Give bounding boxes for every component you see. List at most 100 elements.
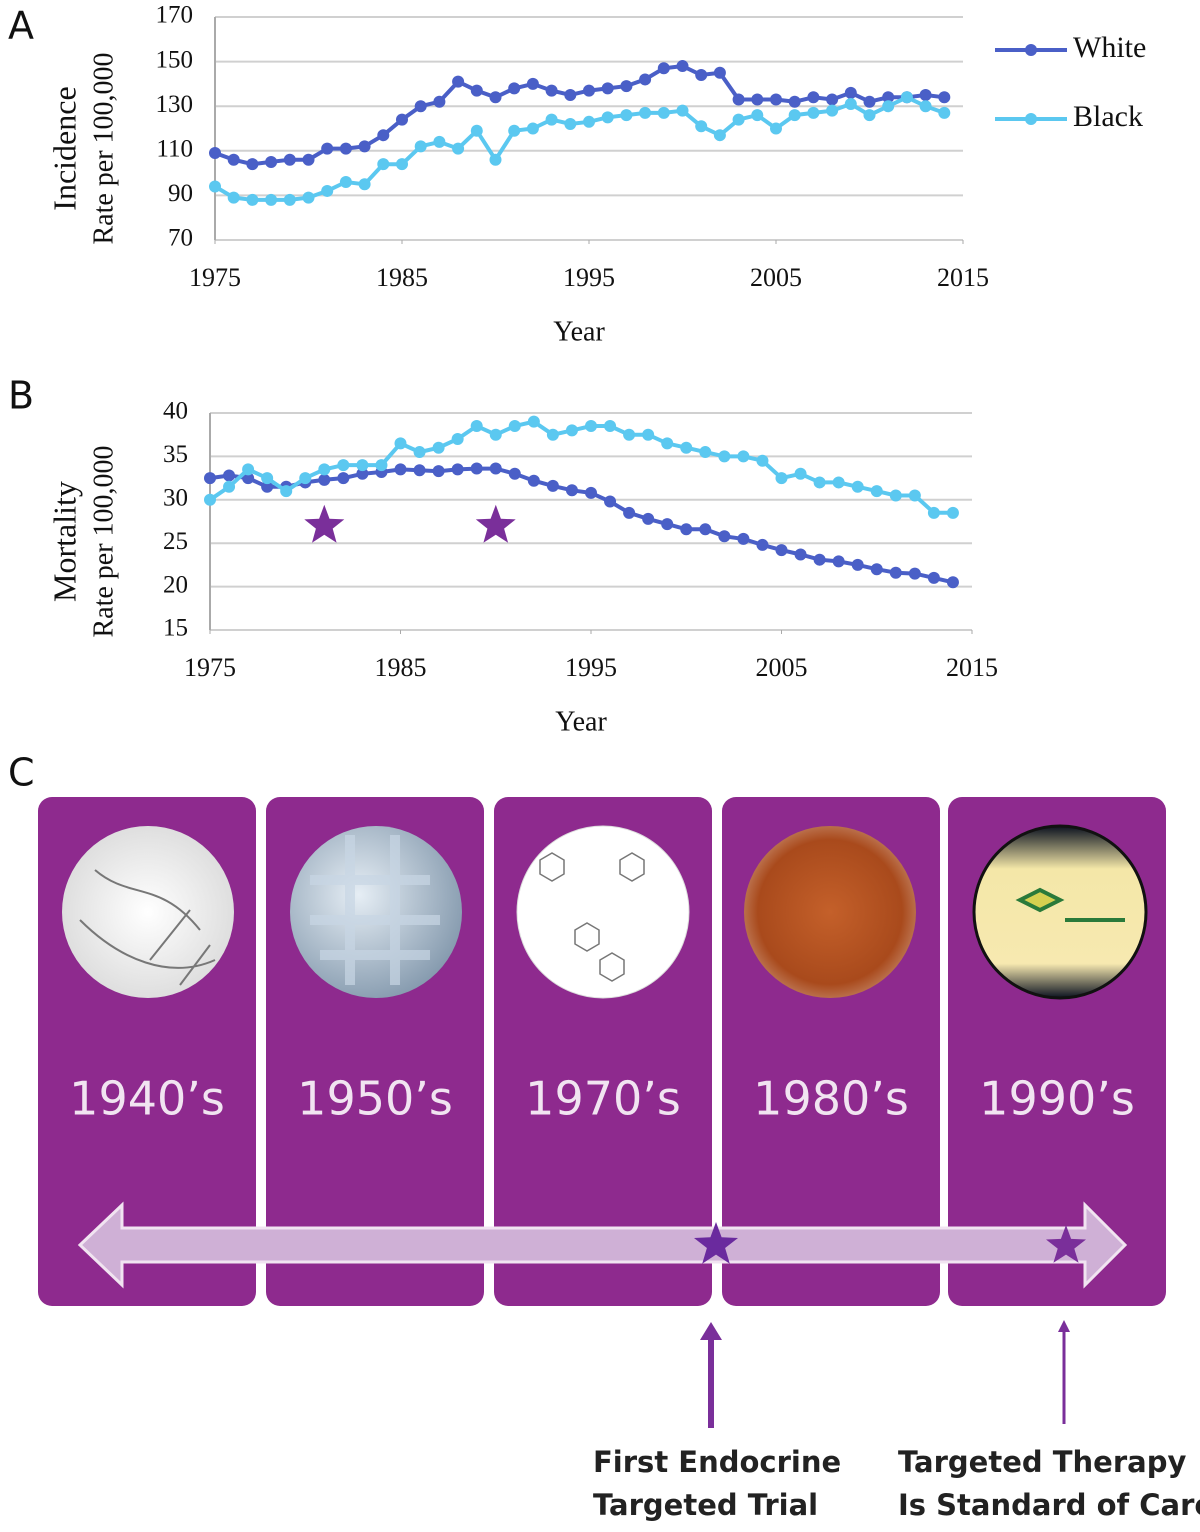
y-tick-label: 150: [156, 46, 194, 73]
image-pills: [310, 835, 440, 985]
data-point: [508, 467, 521, 480]
data-point: [283, 193, 296, 206]
data-point: [889, 489, 902, 502]
data-point: [751, 109, 764, 122]
data-point: [832, 555, 845, 568]
series-line: [208, 419, 953, 515]
data-point: [489, 428, 502, 441]
y-tick-label: 110: [156, 136, 193, 163]
y-tick-label: 170: [156, 2, 194, 29]
data-point: [623, 506, 636, 519]
data-point: [394, 463, 407, 476]
data-point: [639, 106, 652, 119]
data-point: [583, 115, 595, 128]
data-point: [826, 93, 839, 106]
panel-label: C: [8, 751, 35, 795]
data-point: [657, 62, 670, 75]
data-point: [204, 472, 216, 485]
data-point: [227, 191, 240, 204]
data-point: [223, 469, 236, 482]
data-point: [246, 158, 259, 171]
series-line: [213, 95, 945, 202]
x-tick-label: 1985: [375, 653, 427, 682]
callout-arrowhead: [700, 1322, 722, 1340]
data-point: [470, 462, 483, 475]
data-point: [394, 437, 407, 450]
data-point: [826, 104, 839, 117]
y-tick-label: 90: [168, 180, 193, 207]
data-point: [356, 467, 369, 480]
series-line: [214, 64, 945, 167]
data-point: [882, 100, 895, 113]
data-point: [339, 142, 352, 155]
image-sketch: [79, 869, 216, 986]
data-point: [489, 91, 502, 104]
era-image: [290, 826, 462, 998]
x-tick-label: 2005: [750, 263, 802, 292]
data-point: [676, 60, 689, 73]
annotation-star: [304, 504, 345, 543]
x-tick-label: 2005: [756, 653, 808, 682]
data-point: [377, 158, 390, 171]
era-image: [972, 824, 1148, 1000]
legend-marker: [1025, 113, 1037, 125]
data-point: [337, 472, 350, 485]
callout-text: Targeted Trial: [593, 1488, 818, 1522]
data-point: [414, 100, 427, 113]
y-tick-label: 30: [163, 485, 188, 512]
data-point: [699, 523, 712, 536]
data-point: [807, 91, 820, 104]
data-point: [246, 193, 259, 206]
data-point: [337, 459, 350, 472]
data-point: [775, 544, 788, 557]
data-point: [813, 553, 826, 566]
data-point: [788, 95, 801, 108]
data-point: [242, 472, 255, 485]
data-point: [227, 153, 240, 166]
annotation-star: [475, 504, 516, 543]
data-point: [737, 532, 750, 545]
data-point: [938, 91, 951, 104]
data-point: [657, 106, 670, 119]
image-molecules: [539, 852, 645, 982]
data-point: [620, 109, 633, 122]
y-axis-label: Mortality: [46, 481, 82, 602]
data-point: [545, 113, 558, 126]
data-point: [756, 454, 769, 467]
data-point: [788, 109, 801, 122]
data-point: [414, 140, 427, 153]
data-point: [527, 415, 540, 428]
data-point: [413, 464, 426, 477]
x-tick-label: 1975: [189, 263, 241, 292]
data-point: [261, 472, 274, 485]
data-point: [452, 75, 465, 88]
series-line: [209, 466, 954, 585]
data-point: [470, 420, 483, 433]
era-label: 1940’s: [69, 1072, 225, 1126]
data-point: [265, 193, 278, 206]
data-point: [794, 467, 807, 480]
data-point: [713, 66, 726, 79]
data-point: [620, 80, 633, 93]
callout-text: Is Standard of Care: [898, 1488, 1200, 1522]
timeline-arrow: [77, 1201, 1128, 1289]
data-point: [680, 523, 693, 536]
panel-label: B: [8, 374, 34, 418]
data-point: [564, 89, 577, 102]
data-point: [601, 111, 614, 124]
x-axis-label: Year: [555, 706, 607, 737]
timeline-panel: C 1940’s 1950’s 1970’s 1980’s 1990’s Fir…: [8, 751, 1200, 1523]
data-point: [851, 480, 864, 493]
data-point: [863, 109, 876, 122]
data-point: [695, 68, 708, 81]
data-point: [946, 506, 959, 519]
data-point: [604, 495, 617, 508]
data-point: [433, 95, 446, 108]
x-tick-label: 2015: [937, 263, 989, 292]
panel-label: A: [8, 4, 34, 48]
data-point: [470, 124, 483, 137]
y-tick-label: 130: [156, 91, 194, 118]
data-point: [927, 571, 940, 584]
data-point: [756, 538, 769, 551]
data-point: [832, 476, 845, 489]
